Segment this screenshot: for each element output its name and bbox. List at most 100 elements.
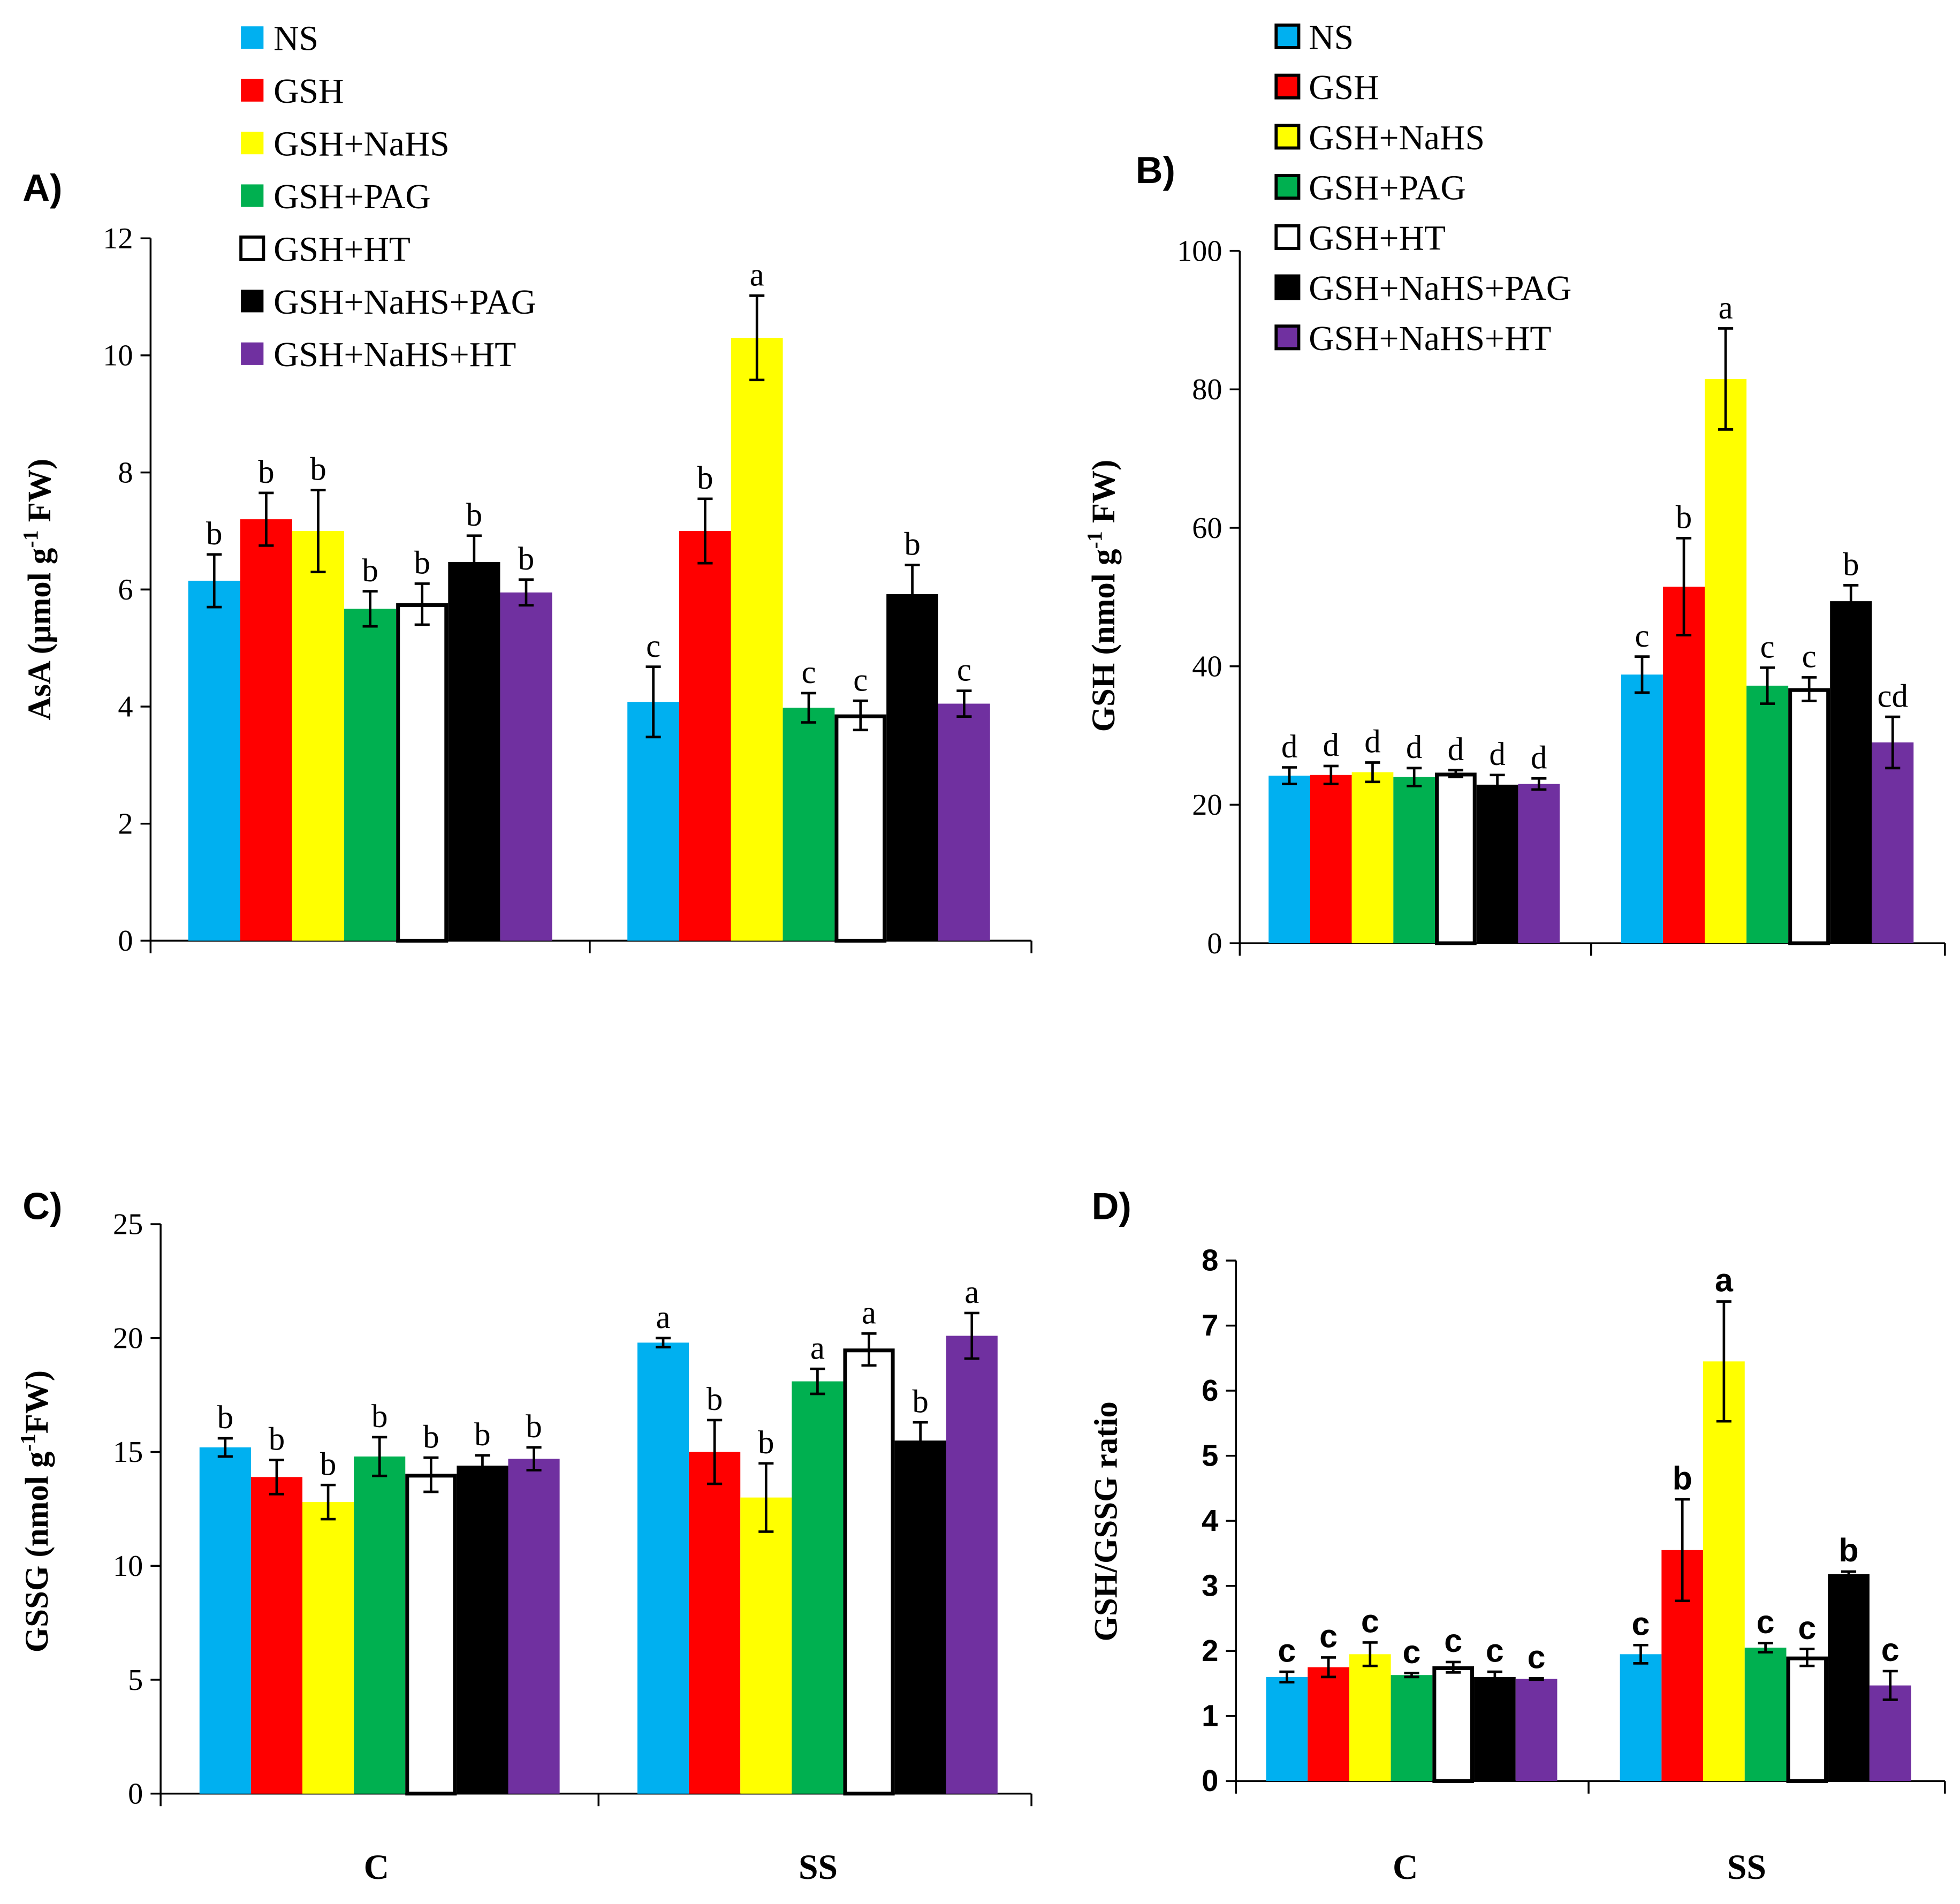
legend-item: GSH+NaHS <box>241 125 450 164</box>
legend-item: GSH+PAG <box>241 178 431 216</box>
bar <box>1391 1675 1433 1781</box>
y-tick-label: 0 <box>118 924 133 958</box>
significance-letter: c <box>1881 1632 1900 1668</box>
y-axis-title-unit: FW) <box>22 459 58 530</box>
y-tick-label: 6 <box>1202 1374 1218 1407</box>
panel-label: C) <box>22 1185 62 1227</box>
legend-item: NS <box>1274 18 1354 57</box>
significance-letter: b <box>1843 547 1859 583</box>
legend-item: GSH+NaHS+PAG <box>241 283 536 322</box>
y-tick-label: 3 <box>1202 1568 1218 1602</box>
y-tick-label: 4 <box>118 691 133 724</box>
bar <box>1621 674 1663 944</box>
category-label: SS <box>1727 1848 1766 1887</box>
significance-letter: b <box>217 1400 233 1436</box>
bar <box>1266 1677 1308 1781</box>
legend-left: NS GSH GSH+NaHS GSH+PAG GSH+HT GSH+NaHS+PAG GS… <box>239 20 536 374</box>
bar <box>344 609 397 941</box>
significance-letter: b <box>904 527 920 563</box>
legend-item: GSH+HT <box>1274 219 1446 257</box>
significance-letter: b <box>310 452 326 488</box>
bar <box>1308 1667 1349 1781</box>
legend-swatch <box>1274 324 1301 351</box>
y-tick-label: 2 <box>1202 1634 1218 1667</box>
significance-letter: c <box>801 655 816 691</box>
significance-letter: b <box>1839 1532 1858 1568</box>
bar <box>500 592 552 941</box>
y-tick-label: 5 <box>1202 1438 1218 1472</box>
y-tick-label: 8 <box>118 456 133 489</box>
significance-letter: d <box>1531 740 1547 776</box>
category-label: C <box>364 1848 389 1887</box>
legend-swatch <box>1274 274 1301 300</box>
bar <box>1268 776 1310 944</box>
legend-item: GSH+NaHS <box>1274 119 1485 157</box>
bar <box>1703 1361 1745 1781</box>
y-tick-label: 20 <box>1192 788 1222 822</box>
bar <box>1788 688 1830 945</box>
significance-letter: b <box>258 454 274 490</box>
bar <box>199 1447 251 1794</box>
legend-label: GSH+PAG <box>274 178 431 216</box>
bar <box>679 530 731 941</box>
y-tick-label: 0 <box>128 1778 143 1811</box>
legend-label: NS <box>1309 18 1354 57</box>
significance-letter: c <box>1802 639 1817 675</box>
significance-letter: c <box>1486 1632 1504 1668</box>
bar <box>448 562 500 941</box>
significance-letter: c <box>1798 1610 1816 1646</box>
y-axis-title-text: AsA (μmol g <box>22 548 58 720</box>
significance-letter: b <box>526 1409 542 1445</box>
legend-item: GSH <box>241 72 344 111</box>
bar <box>457 1466 508 1794</box>
legend-item: GSH+HT <box>239 230 411 269</box>
bar <box>1828 1574 1870 1781</box>
significance-letter: a <box>810 1330 825 1366</box>
y-axis-title: GSH/GSSG ratio <box>1089 1401 1125 1641</box>
bar <box>740 1497 792 1794</box>
significance-letter: a <box>656 1300 671 1336</box>
bar <box>354 1457 406 1794</box>
panel-label: D) <box>1092 1185 1131 1227</box>
bar <box>1872 742 1914 944</box>
significance-letter: c <box>1361 1603 1379 1640</box>
legend-swatch <box>1274 73 1301 100</box>
bar <box>405 1474 457 1796</box>
significance-letter: c <box>1278 1632 1296 1668</box>
legend-label: GSH+PAG <box>1309 169 1466 208</box>
bar <box>188 580 240 941</box>
bar <box>946 1336 998 1794</box>
panel-label: A) <box>22 166 62 209</box>
legend-item: GSH+PAG <box>1274 169 1466 208</box>
significance-letter: b <box>269 1422 285 1458</box>
legend-swatch <box>241 132 264 155</box>
y-tick-label: 20 <box>113 1322 143 1355</box>
legend-item: GSH+NaHS+HT <box>241 336 516 374</box>
bar <box>1351 772 1394 944</box>
bar <box>302 1502 354 1794</box>
significance-letter: b <box>518 541 534 577</box>
legend-label: GSH+HT <box>274 230 411 269</box>
significance-letter: c <box>1319 1618 1338 1655</box>
significance-letter: b <box>206 516 222 552</box>
significance-letter: a <box>750 257 764 293</box>
significance-letter: b <box>320 1446 336 1482</box>
significance-letter: b <box>414 545 430 581</box>
legend-swatch <box>1274 23 1301 49</box>
legend-item: GSH+NaHS+HT <box>1274 320 1551 358</box>
significance-letter: b <box>758 1425 774 1461</box>
significance-letter: b <box>706 1382 723 1417</box>
bar <box>1746 685 1789 944</box>
significance-letter: b <box>1676 500 1692 536</box>
legend-label: GSH+NaHS <box>274 125 450 164</box>
bar <box>1744 1648 1787 1781</box>
legend-swatch <box>1274 124 1301 150</box>
significance-letter: c <box>1528 1639 1546 1675</box>
y-tick-label: 1 <box>1202 1699 1218 1733</box>
significance-letter: b <box>912 1384 928 1420</box>
bar <box>508 1459 560 1794</box>
bar <box>1515 1679 1558 1781</box>
